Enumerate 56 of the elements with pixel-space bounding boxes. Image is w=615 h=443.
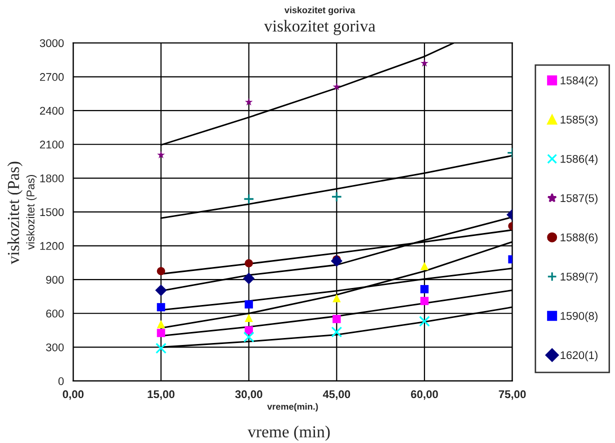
y-tick-label: 300 [46, 343, 64, 352]
point [243, 272, 255, 284]
chart-title: viskozitet goriva [284, 6, 356, 16]
point [244, 300, 253, 308]
legend-label: 1586(4) [560, 154, 598, 166]
y-tick-label: 1800 [40, 174, 64, 182]
y-tick-label: 0 [58, 377, 64, 386]
x-tick-label: 75,00 [498, 390, 526, 400]
y-tick-label: 2700 [40, 73, 64, 81]
legend-label: 1588(6) [560, 233, 598, 244]
x-tick-label: 15,00 [148, 390, 174, 400]
point [330, 255, 342, 267]
legend-label: 1584(2) [560, 76, 598, 87]
point [244, 314, 253, 322]
point [331, 191, 342, 202]
point [243, 332, 254, 343]
point [156, 328, 166, 338]
y-tick-label: 3000 [40, 39, 64, 48]
x-tick-label: 45,00 [322, 390, 350, 400]
y-tick-label: 900 [46, 276, 64, 284]
point [420, 59, 428, 67]
x-axis-title: vreme(min.) [267, 403, 318, 412]
x-tick-label: 30,00 [235, 390, 262, 400]
point [156, 320, 166, 328]
text: viskozitet (Pas) [7, 162, 22, 264]
x-tick-label: 60,00 [410, 390, 438, 400]
legend-label: 1589(7) [560, 272, 598, 283]
legend-label: 1620(1) [560, 350, 598, 362]
chart-subtitle: viskozitet goriva [264, 20, 376, 36]
point [420, 262, 429, 270]
y-tick-label: 600 [46, 310, 64, 318]
point [244, 98, 253, 106]
point [418, 316, 430, 327]
text: vreme (min) [248, 426, 330, 441]
legend-label: 1587(5) [560, 194, 598, 204]
y-tick-label: 2400 [40, 106, 64, 115]
point [332, 314, 341, 324]
point [157, 150, 165, 158]
point [156, 267, 166, 276]
point [420, 285, 429, 294]
point [244, 259, 253, 268]
x-tick-label: 0,00 [62, 390, 84, 400]
point [156, 342, 166, 354]
legend-label: 1585(3) [560, 115, 598, 126]
point [331, 326, 342, 338]
point [156, 303, 166, 312]
y-axis-title: viskozitet (Pas) [26, 175, 37, 250]
y-tick-label: 1500 [40, 208, 64, 216]
y-tick-label: 2100 [40, 140, 64, 149]
point [332, 294, 341, 302]
point [155, 284, 167, 296]
legend-label: 1590(8) [560, 312, 598, 322]
point [332, 82, 341, 90]
point [420, 296, 429, 306]
y-tick-label: 1200 [40, 242, 64, 250]
point [243, 194, 254, 205]
